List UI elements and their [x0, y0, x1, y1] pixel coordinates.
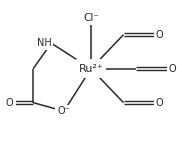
- Text: O: O: [156, 30, 163, 40]
- Text: NH: NH: [37, 38, 52, 48]
- Bar: [167, 62, 178, 75]
- Text: Cl⁻: Cl⁻: [83, 13, 99, 23]
- Bar: [76, 59, 106, 78]
- Bar: [80, 11, 102, 25]
- Bar: [35, 37, 53, 50]
- Text: O: O: [169, 64, 176, 74]
- Bar: [154, 96, 165, 109]
- Bar: [3, 96, 16, 109]
- Text: Ru²⁺: Ru²⁺: [79, 64, 103, 74]
- Bar: [154, 28, 165, 41]
- Text: O: O: [6, 98, 13, 108]
- Text: O: O: [156, 98, 163, 108]
- Bar: [55, 105, 73, 118]
- Text: O⁻: O⁻: [58, 106, 70, 116]
